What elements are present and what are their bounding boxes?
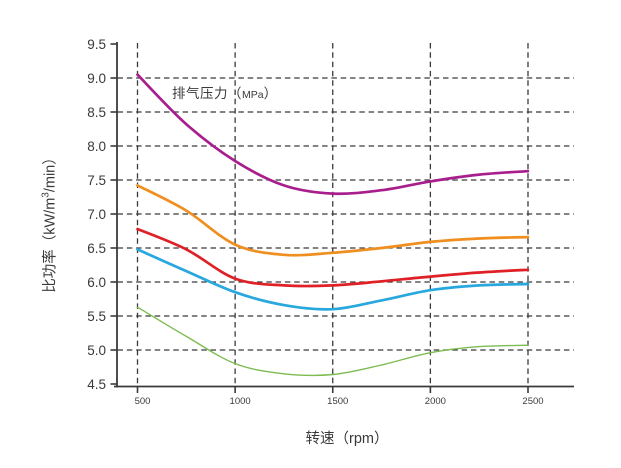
y-tick-label-8.0: 8.0 bbox=[87, 139, 106, 154]
y-tick-label-7.5: 7.5 bbox=[87, 173, 106, 188]
y-tick-label-8.5: 8.5 bbox=[87, 105, 106, 120]
exhaust-pressure-unit: MPa bbox=[242, 89, 264, 101]
curve-green bbox=[136, 306, 529, 377]
curve-blue bbox=[136, 248, 530, 311]
x-tick-label-1000: 1000 bbox=[230, 396, 251, 407]
x-axis-title: 转速（rpm） bbox=[305, 431, 389, 447]
y-tick-label-6.5: 6.5 bbox=[87, 241, 106, 256]
x-tick-label-1500: 1500 bbox=[327, 396, 348, 407]
curve-red bbox=[136, 227, 530, 288]
exhaust-pressure-label-close: ） bbox=[263, 86, 278, 101]
y-axis-title: 比功率（kW/m3/min） bbox=[39, 107, 60, 337]
y-tick-label-4.5: 4.5 bbox=[87, 377, 106, 392]
y-tick-label-6.0: 6.0 bbox=[87, 275, 106, 290]
y-tick-label-5.0: 5.0 bbox=[87, 343, 106, 358]
y-axis-title-pre: 比功率（kW/m bbox=[42, 197, 59, 293]
y-tick-label-5.5: 5.5 bbox=[87, 309, 106, 324]
exhaust-pressure-label: 排气压力（MPa） bbox=[172, 82, 312, 102]
curve-magenta bbox=[136, 73, 530, 196]
exhaust-pressure-label-text: 排气压力（ bbox=[172, 86, 242, 101]
x-tick-label-500: 500 bbox=[135, 396, 151, 407]
x-tick-label-2500: 2500 bbox=[522, 396, 543, 407]
curve-orange bbox=[136, 184, 530, 257]
y-tick-label-9.0: 9.0 bbox=[87, 71, 106, 86]
y-tick-label-9.5: 9.5 bbox=[87, 37, 106, 52]
x-tick-label-2000: 2000 bbox=[425, 396, 446, 407]
y-tick-label-7.0: 7.0 bbox=[87, 207, 106, 222]
y-axis-title-superscript: 3 bbox=[40, 192, 52, 198]
y-axis-title-post: /min） bbox=[42, 150, 59, 193]
